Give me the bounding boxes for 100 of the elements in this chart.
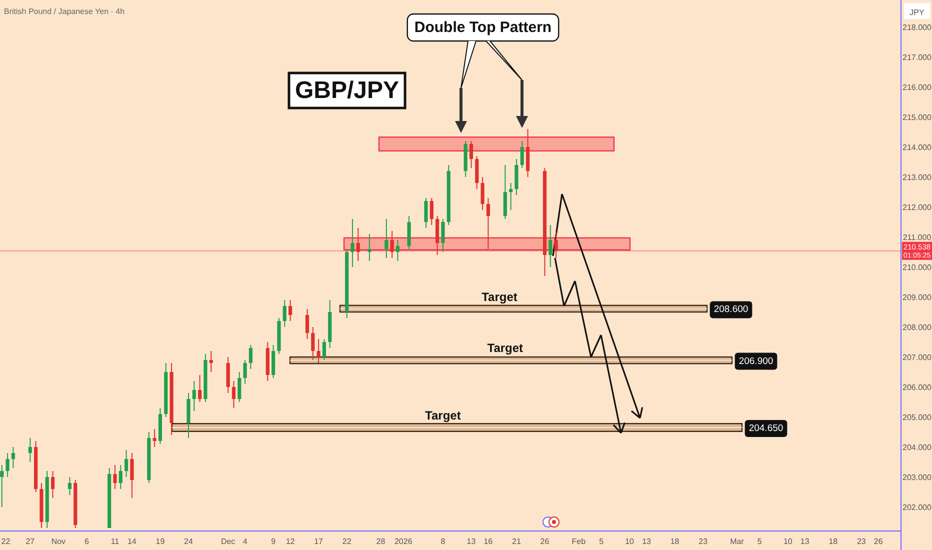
x-tick-label: 28 <box>376 537 386 546</box>
candlestick <box>232 380 236 408</box>
y-tick-label: 211.000 <box>902 233 932 242</box>
x-tick-label: Nov <box>51 537 66 546</box>
x-tick-label: 26 <box>540 537 550 546</box>
x-tick-label: 2026 <box>394 537 413 546</box>
x-tick-label: 11 <box>110 537 120 546</box>
candlestick <box>50 470 55 498</box>
x-tick-label: 22 <box>1 537 11 546</box>
candlestick <box>350 218 354 268</box>
x-tick-label: 8 <box>440 537 446 546</box>
x-tick-label: 16 <box>484 537 494 546</box>
y-tick-label: 204.000 <box>902 443 932 452</box>
candlestick <box>226 356 230 394</box>
candlestick <box>469 140 474 168</box>
candlestick <box>130 452 134 498</box>
candlestick <box>480 176 484 210</box>
x-tick-label: 10 <box>625 537 635 546</box>
candlestick <box>192 380 196 412</box>
candlestick <box>113 464 117 490</box>
candlestick <box>11 446 15 468</box>
band-label: 206.900 <box>738 356 774 367</box>
candlestick <box>509 182 513 210</box>
y-tick-label: 208.000 <box>902 323 932 332</box>
candlestick <box>316 338 320 364</box>
candlestick <box>436 216 440 256</box>
x-tick-label: 14 <box>127 537 137 546</box>
x-tick-label: 24 <box>184 537 194 546</box>
annotation: Target <box>487 341 524 355</box>
y-tick-label: 215.000 <box>902 113 932 122</box>
x-tick-label: 13 <box>642 537 652 546</box>
candlestick <box>0 464 4 508</box>
y-tick-label: 206.000 <box>902 383 932 392</box>
x-tick-label: 23 <box>856 537 866 546</box>
candlestick <box>486 198 490 250</box>
candlestick <box>288 300 292 322</box>
annotation: Double Top Pattern <box>414 19 552 36</box>
candlestick <box>186 392 190 438</box>
y-tick-label: 218.000 <box>902 23 932 32</box>
x-tick-label: Mar <box>730 537 744 546</box>
x-tick-label: 10 <box>783 537 793 546</box>
x-tick-label: 22 <box>342 537 352 546</box>
candlestick <box>396 240 400 262</box>
y-tick-label: 214.000 <box>902 143 932 152</box>
candlestick <box>475 156 479 190</box>
candlestick <box>368 234 372 262</box>
x-tick-label: 19 <box>156 537 166 546</box>
candlestick <box>430 198 434 226</box>
candlestick <box>390 230 394 258</box>
candlestick <box>554 230 558 258</box>
candlestick <box>424 198 428 228</box>
y-axis-title: JPY <box>910 8 925 17</box>
y-tick-label: 217.000 <box>902 53 932 62</box>
candlestick <box>198 374 202 402</box>
y-tick-label: 216.000 <box>902 83 932 92</box>
candlestick <box>243 360 247 384</box>
candlestick <box>548 224 552 268</box>
y-tick-label: 202.000 <box>902 503 932 512</box>
annotation: Target <box>482 290 518 304</box>
candlestick <box>124 450 128 478</box>
band-label: 208.600 <box>714 304 748 316</box>
annotation: GBP/JPY <box>294 77 400 104</box>
candlestick <box>514 158 518 196</box>
candlestick <box>68 476 72 496</box>
x-tick-label: 27 <box>26 537 36 546</box>
candlestick <box>526 128 530 178</box>
x-tick-label: Feb <box>572 537 586 546</box>
candlestick <box>311 326 315 360</box>
candlestick <box>503 164 507 220</box>
candlestick <box>6 452 10 478</box>
candlestick <box>441 218 445 252</box>
y-tick-label: 205.000 <box>902 413 932 422</box>
candlestick <box>407 216 411 250</box>
annotation: Target <box>425 408 461 422</box>
candlestick <box>305 308 310 340</box>
x-tick-label: 4 <box>242 537 248 546</box>
x-tick-label: 23 <box>698 537 708 546</box>
candlestick <box>322 338 326 360</box>
candlestick <box>118 464 122 490</box>
y-tick-label: 203.000 <box>902 473 932 482</box>
y-tick-label: 212.000 <box>902 203 932 212</box>
band-label: 204.650 <box>748 423 784 434</box>
candlestick <box>384 218 388 258</box>
x-tick-label: 13 <box>800 537 810 546</box>
y-tick-label: 207.000 <box>902 353 932 362</box>
x-tick-label: 21 <box>512 537 522 546</box>
x-tick-label: 13 <box>466 537 476 546</box>
x-tick-label: 18 <box>670 537 680 546</box>
candlestick <box>282 300 286 328</box>
candlestick <box>238 372 242 402</box>
candlestick <box>520 140 524 168</box>
x-tick-label: Dec <box>220 537 236 546</box>
y-tick-label: 209.000 <box>902 293 932 302</box>
candlestick <box>209 350 213 372</box>
text: British Pound / Japanese Yen · 4h <box>4 7 125 16</box>
x-tick-label: 6 <box>84 537 90 546</box>
x-tick-label: 5 <box>599 537 604 546</box>
candlestick <box>152 428 156 448</box>
x-tick-label: 5 <box>757 537 762 546</box>
candlestick <box>356 228 360 262</box>
